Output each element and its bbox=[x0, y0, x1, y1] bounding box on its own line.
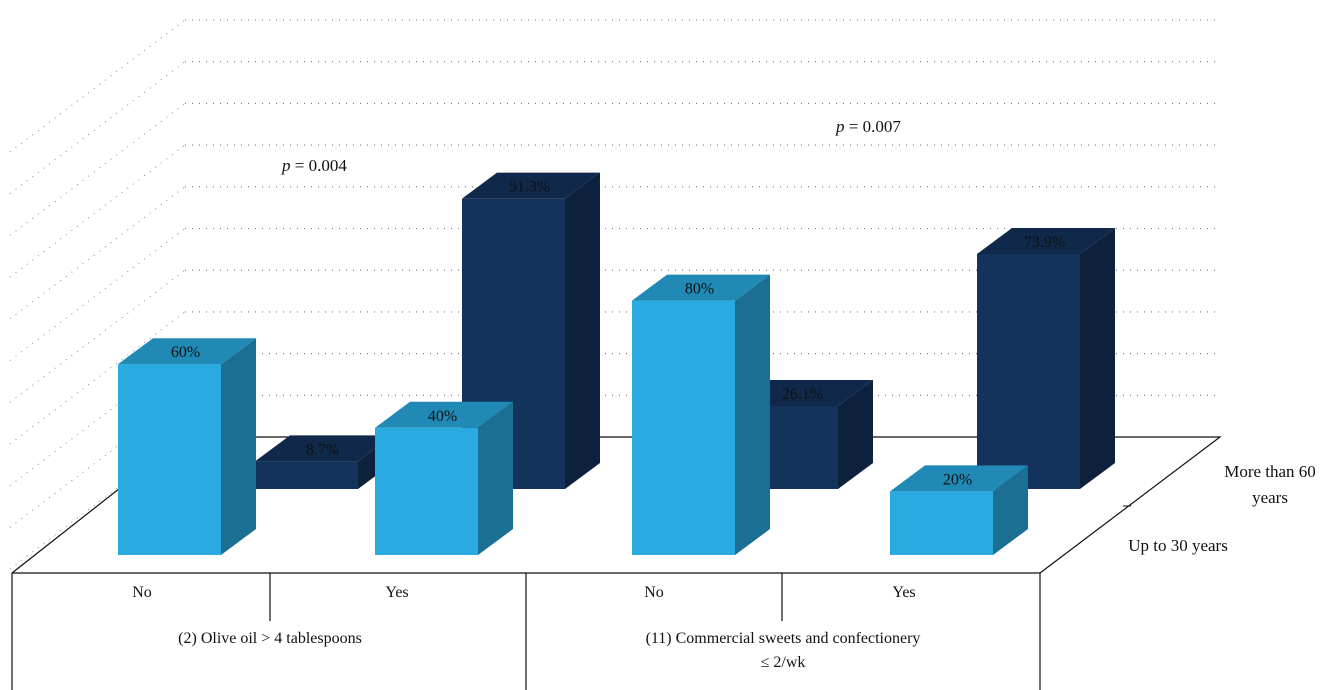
bar-up-to-30-1-top bbox=[118, 338, 256, 365]
category-label-no-1: No bbox=[132, 584, 152, 601]
bar-up-to-30-4-top bbox=[890, 465, 1028, 492]
data-label: 80% bbox=[685, 281, 714, 298]
data-label: 26.1% bbox=[782, 386, 823, 403]
side-gridline bbox=[9, 61, 186, 195]
bar-up-to-30-4-side bbox=[993, 465, 1028, 555]
series-label-more-than-60-line-1: More than 60 bbox=[1224, 462, 1316, 481]
side-gridline bbox=[9, 228, 186, 361]
bar-more-than-60-4-top bbox=[977, 227, 1115, 254]
bar-up-to-30-4 bbox=[890, 465, 1028, 555]
bar-up-to-30-2-front bbox=[375, 427, 478, 555]
data-label: 20% bbox=[943, 471, 972, 488]
side-gridline bbox=[9, 19, 186, 153]
side-gridline bbox=[9, 269, 186, 403]
side-gridline bbox=[9, 103, 186, 236]
data-label: 91.3% bbox=[509, 179, 550, 196]
category-label-yes-1: Yes bbox=[385, 584, 408, 601]
group-label-1: (2) Olive oil > 4 tablespoons bbox=[178, 630, 362, 647]
bar-more-than-60-1-front bbox=[255, 461, 358, 489]
data-label: 60% bbox=[171, 344, 200, 361]
data-label: 8.7% bbox=[306, 441, 339, 458]
bar-up-to-30-3-side bbox=[735, 274, 770, 555]
category-label-no-2: No bbox=[644, 584, 664, 601]
series-label-up-to-30: Up to 30 years bbox=[1128, 536, 1228, 555]
bar-up-to-30-3 bbox=[632, 274, 770, 555]
bar-up-to-30-2-side bbox=[478, 401, 513, 555]
bar-more-than-60-3-side bbox=[838, 380, 873, 489]
p-value-group-2: p = 0.007 bbox=[835, 117, 901, 136]
series-label-more-than-60-line-2: years bbox=[1252, 488, 1288, 507]
bar-up-to-30-1 bbox=[118, 338, 256, 555]
category-label-yes-2: Yes bbox=[892, 584, 915, 601]
bar-more-than-60-2-top bbox=[462, 172, 600, 199]
group-label-2-line-2: ≤ 2/wk bbox=[761, 654, 806, 671]
bar-up-to-30-2 bbox=[375, 401, 513, 555]
data-label: 40% bbox=[428, 408, 457, 425]
bars bbox=[118, 172, 1115, 555]
data-label: 73.9% bbox=[1024, 234, 1065, 251]
data-labels: 8.7% 91.3% 26.1% 73.9% 60% 40% 80% 20% bbox=[171, 179, 1065, 489]
bar-more-than-60-2-side bbox=[565, 172, 600, 489]
bar-up-to-30-2-top bbox=[375, 401, 513, 428]
bar-up-to-30-3-top bbox=[632, 274, 770, 301]
side-gridline bbox=[9, 186, 186, 320]
bar-up-to-30-1-side bbox=[221, 338, 256, 555]
p-value-group-1: p = 0.004 bbox=[281, 156, 347, 175]
bar-up-to-30-1-front bbox=[118, 364, 221, 555]
bar-more-than-60-2 bbox=[462, 172, 600, 489]
bar-up-to-30-4-front bbox=[890, 491, 993, 555]
bar-up-to-30-3-front bbox=[632, 300, 735, 555]
bar-more-than-60-4-front bbox=[977, 253, 1080, 489]
bar-more-than-60-4-side bbox=[1080, 227, 1115, 490]
side-gridline bbox=[9, 311, 186, 445]
bar-more-than-60-4 bbox=[977, 227, 1115, 490]
category-table bbox=[11, 572, 1041, 690]
group-label-2-line-1: (11) Commercial sweets and confectionery bbox=[646, 630, 921, 647]
side-gridline bbox=[9, 144, 186, 278]
bar-more-than-60-1-top bbox=[255, 435, 393, 462]
